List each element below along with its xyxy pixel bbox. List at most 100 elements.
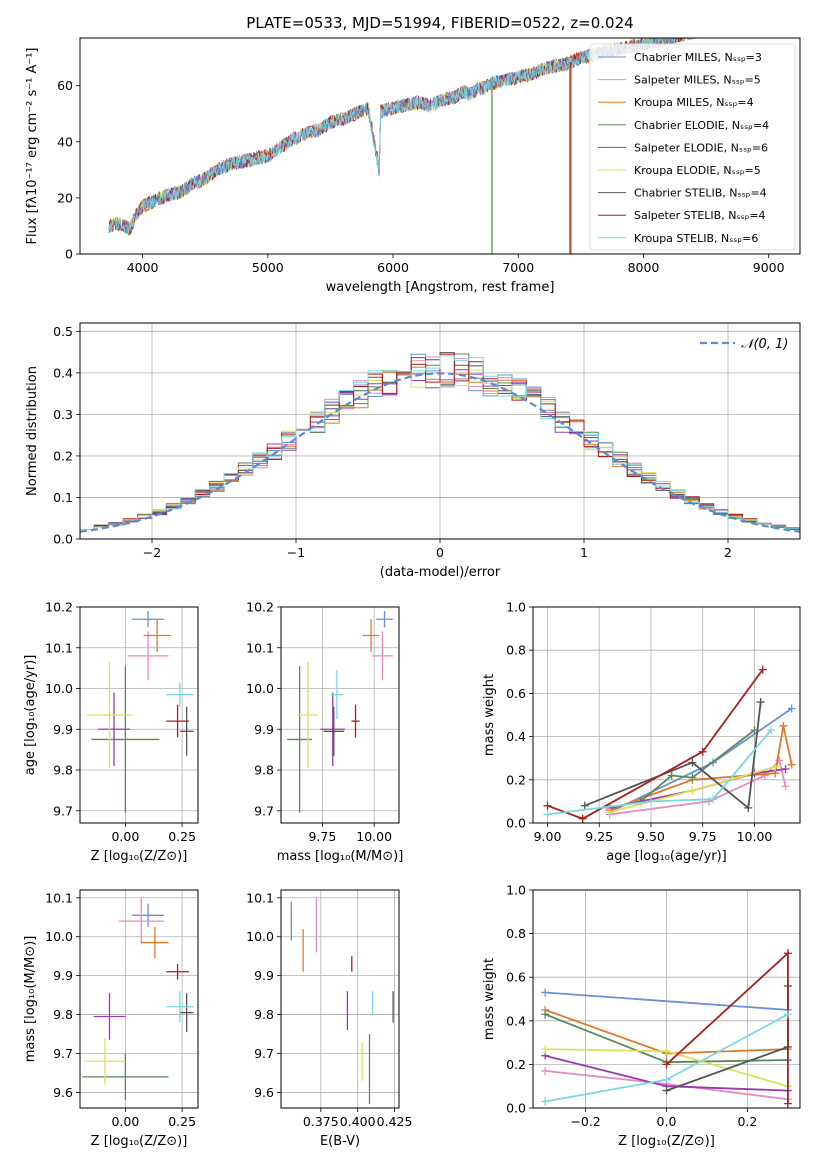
axes-frame (280, 606, 400, 824)
y-tick-label: 40 (57, 134, 73, 149)
series-line (547, 669, 764, 820)
y-tick-label: 10.0 (45, 929, 73, 944)
panel-weight-vs-Z: −0.2 0.0 0.2 0.0 0.2 0.4 0.6 0.8 1.0 Z [log₁₀(Z/Z… (482, 883, 801, 1149)
y-tick-label: 0.0 (53, 532, 73, 547)
x-tick-label: 5000 (252, 260, 284, 275)
x-tick-label: 2 (724, 545, 732, 560)
y-tick-label: 9.9 (53, 968, 73, 983)
series-marker (578, 814, 587, 823)
y-tick-label: 0.2 (506, 772, 526, 787)
x-axis-label: mass [log₁₀(M/M⊙)] (277, 849, 404, 864)
y-tick-label: 0.1 (53, 490, 73, 505)
legend-entry: Salpeter MILES, Nₛₛₚ=5 (634, 74, 761, 87)
y-tick-label: 0.2 (53, 448, 73, 463)
x-tick-label: 10.00 (356, 829, 392, 844)
panel-mass-vs-Z: 0.00 0.25 9.6 9.7 9.8 9.9 10.0 10.1 Z [log₁₀(Z/Z… (23, 889, 199, 1149)
y-axis-label: mass weight (482, 674, 497, 756)
series-marker (541, 1097, 550, 1106)
series-marker (543, 810, 552, 819)
series-marker (781, 782, 790, 791)
x-tick-label: 4000 (127, 260, 159, 275)
y-tick-label: 1.0 (506, 600, 526, 615)
series-marker (744, 803, 753, 812)
x-tick-label: −2 (143, 545, 161, 560)
axes-frame (79, 606, 199, 824)
panel-age-vs-Z: 0.00 0.25 9.7 9.8 9.9 10.0 10.1 10.2 Z [log₁₀(Z/… (23, 600, 199, 864)
series-line (545, 991, 788, 1011)
x-tick-label: 9.25 (585, 829, 613, 844)
y-tick-label: 0.0 (506, 1101, 526, 1116)
y-tick-label: 0.0 (506, 816, 526, 831)
y-tick-label: 9.7 (53, 1046, 73, 1061)
x-tick-label: 0.25 (168, 1114, 196, 1129)
series-marker (580, 801, 589, 810)
series-marker (688, 758, 697, 767)
x-tick-label: −1 (287, 545, 305, 560)
y-axis-label: mass [log₁₀(M/M⊙)] (23, 936, 38, 1063)
y-tick-label: 60 (57, 78, 73, 93)
legend-entry: Kroupa ELODIE, Nₛₛₚ=5 (634, 164, 761, 177)
series-marker (787, 760, 796, 769)
x-tick-label: 9.50 (637, 829, 665, 844)
series-marker (662, 1060, 671, 1069)
panel-mass-vs-EBV: 0.375 0.400 0.425 9.6 9.7 9.8 9.9 10.0 10.1 E(B-V… (246, 889, 412, 1149)
axes-frame (532, 889, 801, 1109)
y-axis-label: Flux [fλ10⁻¹⁷ erg cm⁻² s⁻¹ A⁻¹] (25, 48, 40, 245)
series-marker (662, 1075, 671, 1084)
series-marker (783, 1099, 792, 1108)
x-tick-label: 10.00 (737, 829, 773, 844)
x-tick-label: 0 (436, 545, 444, 560)
series-marker (543, 801, 552, 810)
series-marker (541, 1045, 550, 1054)
x-axis-label: E(B-V) (320, 1134, 360, 1149)
y-tick-label: 9.8 (254, 763, 274, 778)
y-tick-label: 9.9 (254, 722, 274, 737)
x-axis-label: Z [log₁₀(Z/Z⊙)] (618, 1134, 715, 1149)
x-tick-label: 0.00 (111, 1114, 139, 1129)
y-tick-label: 9.8 (254, 1007, 274, 1022)
y-tick-label: 9.7 (254, 1046, 274, 1061)
x-axis-label: Z [log₁₀(Z/Z⊙)] (91, 1134, 188, 1149)
x-tick-label: 0.0 (657, 1114, 677, 1129)
series-marker (688, 786, 697, 795)
series-marker (605, 808, 614, 817)
series-marker (662, 1086, 671, 1095)
x-tick-label: 6000 (377, 260, 409, 275)
series-marker (783, 1010, 792, 1019)
axes-frame (280, 889, 400, 1109)
legend-entry: Kroupa MILES, Nₛₛₚ=4 (634, 96, 754, 109)
legend-frame (589, 43, 796, 251)
legend: Chabrier MILES, Nₛₛₚ=3 Salpeter MILES, Nₛ… (589, 43, 796, 251)
y-tick-label: 9.6 (53, 1085, 73, 1100)
x-tick-label: 8000 (628, 260, 660, 275)
y-tick-label: 0.6 (506, 686, 526, 701)
axes-frame (79, 37, 801, 255)
y-tick-label: 10.2 (45, 600, 73, 615)
series-marker (771, 762, 780, 771)
x-tick-label: 0.25 (168, 829, 196, 844)
y-tick-label: 0 (65, 247, 73, 262)
y-tick-label: 10.1 (45, 640, 73, 655)
y-tick-label: 9.8 (53, 763, 73, 778)
x-tick-label: 0.375 (303, 1114, 339, 1129)
axes-frame (532, 606, 801, 824)
series-marker (646, 797, 655, 806)
series-marker (787, 704, 796, 713)
series-marker (767, 726, 776, 735)
x-tick-label: 9.00 (534, 829, 562, 844)
x-tick-label: 0.2 (737, 1114, 757, 1129)
x-tick-label: 7000 (502, 260, 534, 275)
series-marker (756, 698, 765, 707)
x-tick-label: 9.75 (308, 829, 336, 844)
x-tick-label: 9.75 (689, 829, 717, 844)
legend-entry: 𝒩(0, 1) (741, 337, 788, 352)
series-marker (541, 1066, 550, 1075)
y-tick-label: 10.2 (246, 600, 274, 615)
y-tick-label: 0.4 (53, 365, 73, 380)
series-marker (779, 721, 788, 730)
x-tick-label: 9000 (753, 260, 785, 275)
panel-residuals: −2 −1 0 1 2 0.0 0.1 0.2 0.3 0.4 0.5 (data-model)/er… (25, 322, 801, 580)
series-marker (541, 988, 550, 997)
series-line (547, 729, 772, 816)
panel-age-vs-mass: 9.75 10.00 9.7 9.8 9.9 10.0 10.1 10.2 mass [log₁… (246, 600, 403, 865)
